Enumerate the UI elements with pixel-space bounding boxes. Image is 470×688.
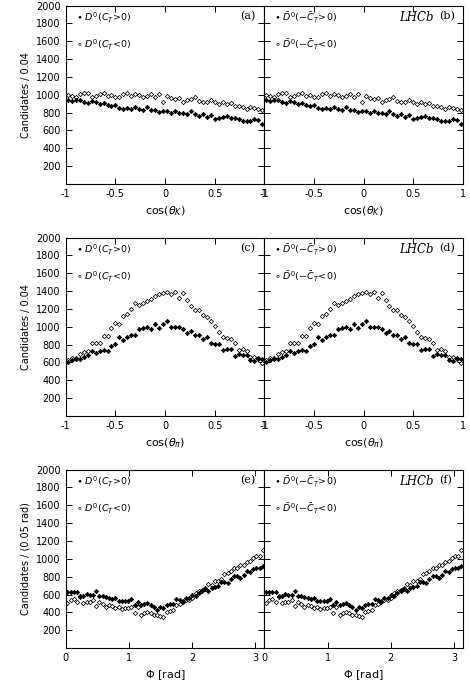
Text: $\circ$ $D^0(C_T\!<\!0)$: $\circ$ $D^0(C_T\!<\!0)$ [76, 38, 131, 52]
X-axis label: $\Phi$ [rad]: $\Phi$ [rad] [145, 669, 185, 682]
Text: $\bullet$ $D^0(C_T\!>\!0)$: $\bullet$ $D^0(C_T\!>\!0)$ [76, 243, 131, 257]
Text: (a): (a) [241, 11, 256, 21]
X-axis label: $\Phi$ [rad]: $\Phi$ [rad] [344, 669, 384, 682]
X-axis label: $\mathrm{cos}(\theta_K)$: $\mathrm{cos}(\theta_K)$ [145, 204, 186, 218]
Text: $\circ$ $D^0(C_T\!<\!0)$: $\circ$ $D^0(C_T\!<\!0)$ [76, 502, 131, 516]
Text: $\circ$ $\bar{D}^0(-\bar{C}_T\!<\!0)$: $\circ$ $\bar{D}^0(-\bar{C}_T\!<\!0)$ [274, 38, 337, 52]
Text: $\bullet$ $D^0(C_T\!>\!0)$: $\bullet$ $D^0(C_T\!>\!0)$ [76, 475, 131, 489]
Text: LHCb: LHCb [400, 475, 434, 488]
Y-axis label: Candidates / 0.04: Candidates / 0.04 [21, 52, 31, 138]
Y-axis label: Candidates / (0.05 rad): Candidates / (0.05 rad) [21, 502, 31, 615]
Text: $\bullet$ $\bar{D}^0(-\bar{C}_T\!>\!0)$: $\bullet$ $\bar{D}^0(-\bar{C}_T\!>\!0)$ [274, 11, 337, 25]
Text: $\circ$ $D^0(C_T\!<\!0)$: $\circ$ $D^0(C_T\!<\!0)$ [76, 270, 131, 283]
Text: LHCb: LHCb [400, 11, 434, 24]
Text: LHCb: LHCb [400, 243, 434, 256]
Text: $\circ$ $\bar{D}^0(-\bar{C}_T\!<\!0)$: $\circ$ $\bar{D}^0(-\bar{C}_T\!<\!0)$ [274, 270, 337, 284]
Text: (c): (c) [241, 243, 256, 253]
Text: (d): (d) [439, 243, 455, 253]
Text: $\circ$ $\bar{D}^0(-\bar{C}_T\!<\!0)$: $\circ$ $\bar{D}^0(-\bar{C}_T\!<\!0)$ [274, 502, 337, 516]
Text: $\bullet$ $\bar{D}^0(-\bar{C}_T\!>\!0)$: $\bullet$ $\bar{D}^0(-\bar{C}_T\!>\!0)$ [274, 243, 337, 257]
Text: $\bullet$ $D^0(C_T\!>\!0)$: $\bullet$ $D^0(C_T\!>\!0)$ [76, 11, 131, 25]
Text: (b): (b) [439, 11, 455, 21]
Text: (f): (f) [439, 475, 452, 485]
X-axis label: $\mathrm{cos}(\theta_\pi)$: $\mathrm{cos}(\theta_\pi)$ [344, 436, 384, 450]
X-axis label: $\mathrm{cos}(\theta_\pi)$: $\mathrm{cos}(\theta_\pi)$ [145, 436, 185, 450]
Y-axis label: Candidates / 0.04: Candidates / 0.04 [21, 284, 31, 369]
Text: $\bullet$ $\bar{D}^0(-\bar{C}_T\!>\!0)$: $\bullet$ $\bar{D}^0(-\bar{C}_T\!>\!0)$ [274, 475, 337, 489]
Text: (e): (e) [241, 475, 256, 485]
X-axis label: $\mathrm{cos}(\theta_K)$: $\mathrm{cos}(\theta_K)$ [343, 204, 384, 218]
